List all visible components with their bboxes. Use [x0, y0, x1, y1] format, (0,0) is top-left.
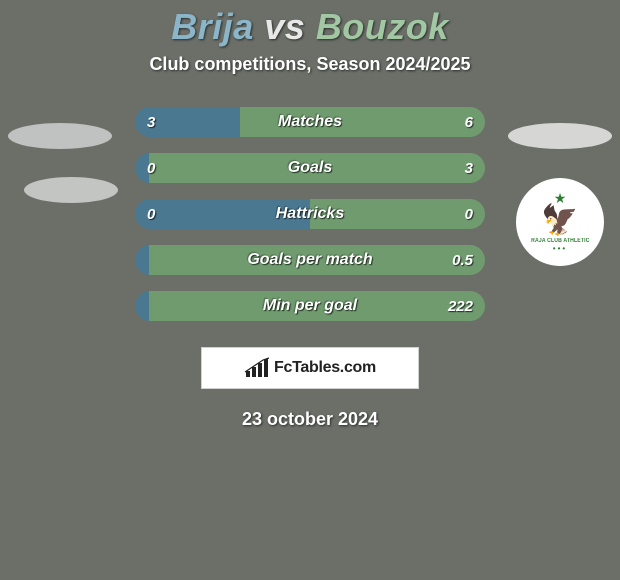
- stat-row: Matches36: [135, 107, 485, 137]
- stat-bar-right: [240, 107, 485, 137]
- crest-eagle-icon: 🦅: [541, 206, 578, 236]
- brand-logo-box: FcTables.com: [201, 347, 419, 389]
- stat-bar-left: [135, 245, 149, 275]
- brand-logo-text: FcTables.com: [274, 359, 376, 377]
- stat-row: Goals per match0.5: [135, 245, 485, 275]
- stat-row: Hattricks00: [135, 199, 485, 229]
- stat-row: Min per goal222: [135, 291, 485, 321]
- stat-bar-right: [149, 245, 485, 275]
- stat-bar-left: [135, 107, 240, 137]
- crest-dots-icon: •••: [553, 245, 567, 253]
- crest-star-icon: ★: [554, 191, 567, 205]
- stat-row: Goals03: [135, 153, 485, 183]
- page-title: Brija vs Bouzok: [0, 6, 620, 48]
- stats-bars: Matches36 Goals03 Hattricks00 Goals per mat…: [135, 107, 485, 321]
- comparison-panel: Brija vs Bouzok Club competitions, Seaso…: [0, 0, 620, 580]
- stat-bar-right: [310, 199, 485, 229]
- stat-bar-left: [135, 153, 149, 183]
- player1-club-placeholder: [24, 177, 118, 203]
- player2-club-badge: ★ 🦅 RAJA CLUB ATHLETIC •••: [516, 178, 604, 266]
- stat-bar-left: [135, 291, 149, 321]
- stat-bar-right: [149, 291, 485, 321]
- crest-text: RAJA CLUB ATHLETIC: [531, 238, 589, 244]
- stat-bar-right: [149, 153, 485, 183]
- player1-photo-placeholder: [8, 123, 112, 149]
- player2-name: Bouzok: [316, 6, 449, 47]
- subtitle: Club competitions, Season 2024/2025: [0, 54, 620, 75]
- player1-name: Brija: [171, 6, 254, 47]
- bar-chart-icon: [244, 357, 270, 379]
- player2-photo-placeholder: [508, 123, 612, 149]
- stat-bar-left: [135, 199, 310, 229]
- generated-date: 23 october 2024: [0, 409, 620, 430]
- vs-label: vs: [264, 6, 305, 47]
